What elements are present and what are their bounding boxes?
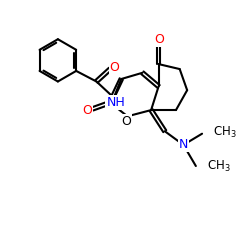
Text: N: N: [179, 138, 188, 151]
Text: NH: NH: [106, 96, 125, 109]
Text: O: O: [121, 115, 131, 128]
Text: O: O: [82, 104, 92, 117]
Text: O: O: [154, 34, 164, 46]
Text: CH$_3$: CH$_3$: [207, 158, 231, 174]
Text: O: O: [110, 60, 120, 74]
Text: CH$_3$: CH$_3$: [213, 125, 237, 140]
